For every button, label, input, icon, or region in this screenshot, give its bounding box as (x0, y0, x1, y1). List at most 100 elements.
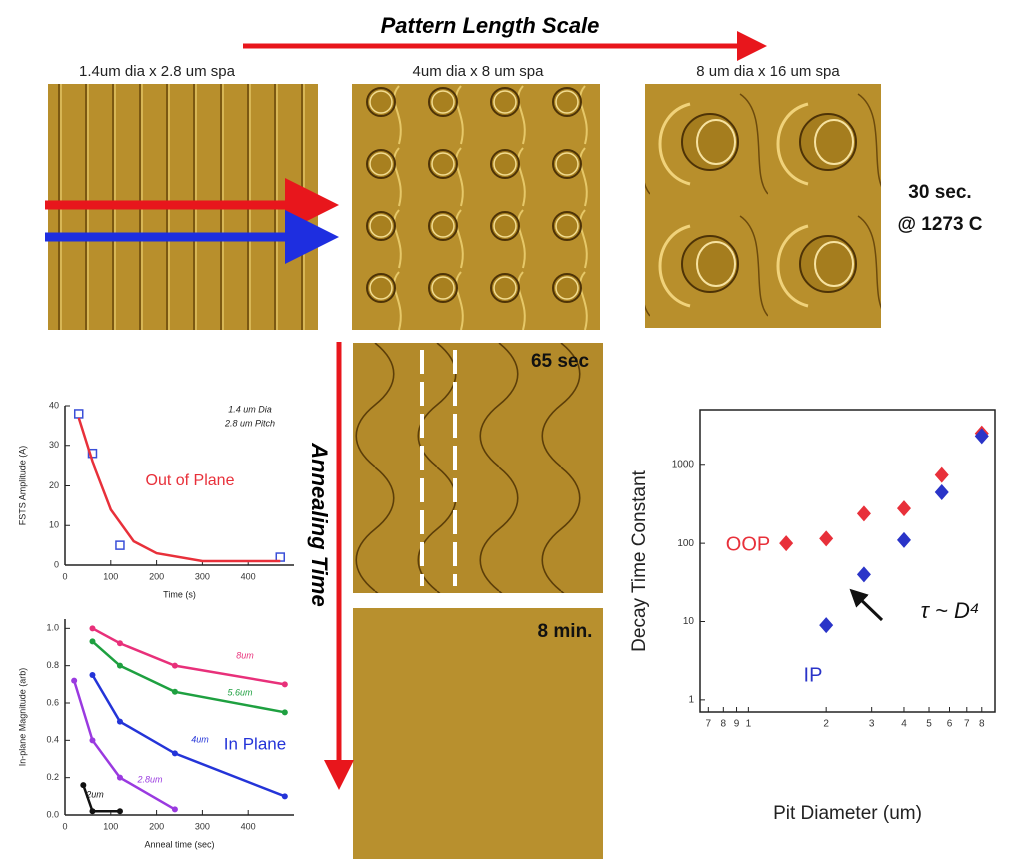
afm-image (352, 84, 600, 330)
point (819, 530, 833, 546)
panel-label: 1.4um dia x 2.8 um spa (79, 63, 236, 80)
y-tick-label: 0.6 (46, 697, 59, 707)
series-label: IP (804, 664, 823, 686)
x-tick-label: 300 (195, 821, 210, 831)
annotation: Out of Plane (146, 472, 235, 489)
figure-title: Pattern Length Scale (381, 13, 600, 38)
point (779, 535, 793, 551)
annotation: τ ~ D⁴ (921, 598, 980, 623)
series-label: 8um (236, 650, 254, 660)
y-tick-label: 10 (683, 616, 695, 627)
point (172, 689, 178, 695)
point (897, 532, 911, 548)
x-axis-label: Pit Diameter (um) (773, 803, 922, 824)
x-axis-label: Time (s) (163, 589, 196, 599)
x-tick-label: 8 (979, 719, 985, 730)
pointer-arrow (856, 595, 882, 620)
annotation: 1.4 um Dia (228, 404, 272, 414)
x-tick-label: 200 (149, 821, 164, 831)
point (282, 681, 288, 687)
y-tick-label: 0.4 (46, 735, 59, 745)
y-tick-label: 20 (49, 480, 59, 490)
series-line (92, 628, 284, 684)
point (857, 566, 871, 582)
x-tick-label: 100 (103, 571, 118, 581)
y-tick-label: 0 (54, 559, 59, 569)
point (80, 782, 86, 788)
point (89, 737, 95, 743)
point (172, 750, 178, 756)
annotation: 2.8 um Pitch (224, 418, 275, 428)
point (89, 672, 95, 678)
point (117, 775, 123, 781)
time-label: 65 sec (531, 351, 590, 372)
page: {"title": "Pattern Length Scale", "panel… (0, 0, 1021, 859)
annotation: In Plane (224, 734, 286, 753)
figure: Pattern Length Scale 1.4um dia x 2.8 um … (0, 0, 1021, 859)
axis-label: Annealing Time (307, 442, 332, 606)
time-label: 8 min. (538, 621, 593, 642)
x-tick-label: 6 (947, 719, 953, 730)
point (172, 806, 178, 812)
y-tick-label: 40 (49, 400, 59, 410)
point (819, 617, 833, 633)
point (89, 808, 95, 814)
point (117, 719, 123, 725)
point (117, 640, 123, 646)
point (89, 638, 95, 644)
y-tick-label: 0.8 (46, 660, 59, 670)
y-tick-label: 30 (49, 440, 59, 450)
point (89, 625, 95, 631)
x-tick-label: 0 (62, 571, 67, 581)
condition: @ 1273 C (897, 214, 982, 235)
afm-image (353, 343, 603, 593)
point (116, 541, 124, 549)
x-tick-label: 0 (62, 821, 67, 831)
y-tick-label: 1000 (672, 459, 695, 470)
y-tick-label: 0.2 (46, 772, 59, 782)
point (935, 467, 949, 483)
x-tick-label: 400 (241, 821, 256, 831)
point (117, 663, 123, 669)
x-tick-label: 3 (869, 719, 875, 730)
y-axis-label: FSTS Amplitude (A) (17, 446, 27, 526)
x-tick-label: 400 (241, 571, 256, 581)
x-tick-label: 200 (149, 571, 164, 581)
point (897, 500, 911, 516)
x-tick-label: 2 (823, 719, 829, 730)
x-tick-label: 5 (926, 719, 932, 730)
plot-frame (700, 410, 995, 712)
point (282, 793, 288, 799)
x-tick-label: 100 (103, 821, 118, 831)
condition: 30 sec. (908, 182, 971, 203)
x-tick-label: 1 (746, 719, 752, 730)
x-tick-label: 300 (195, 571, 210, 581)
point (117, 808, 123, 814)
series-line (92, 641, 284, 712)
series-line (79, 418, 281, 561)
afm-image (353, 608, 603, 859)
panel-label: 8 um dia x 16 um spa (696, 63, 840, 80)
y-axis-label: In-plane Magnitude (arb) (17, 668, 27, 767)
series-label: 2um (85, 789, 104, 799)
x-tick-label: 7 (706, 719, 712, 730)
y-tick-label: 0.0 (46, 809, 59, 819)
point (75, 410, 83, 418)
point (71, 678, 77, 684)
y-tick-label: 1.0 (46, 623, 59, 633)
series-label: 4um (191, 734, 209, 744)
x-tick-label: 8 (721, 719, 727, 730)
point (857, 505, 871, 521)
y-tick-label: 1 (688, 695, 694, 706)
y-axis-label: Decay Time Constant (629, 469, 650, 651)
point (172, 663, 178, 669)
point (975, 428, 989, 444)
x-tick-label: 7 (964, 719, 970, 730)
afm-image (645, 84, 881, 328)
point (282, 709, 288, 715)
x-tick-label: 9 (734, 719, 740, 730)
point (935, 484, 949, 500)
series-label: OOP (726, 533, 770, 555)
y-tick-label: 10 (49, 520, 59, 530)
x-axis-label: Anneal time (sec) (144, 839, 214, 849)
